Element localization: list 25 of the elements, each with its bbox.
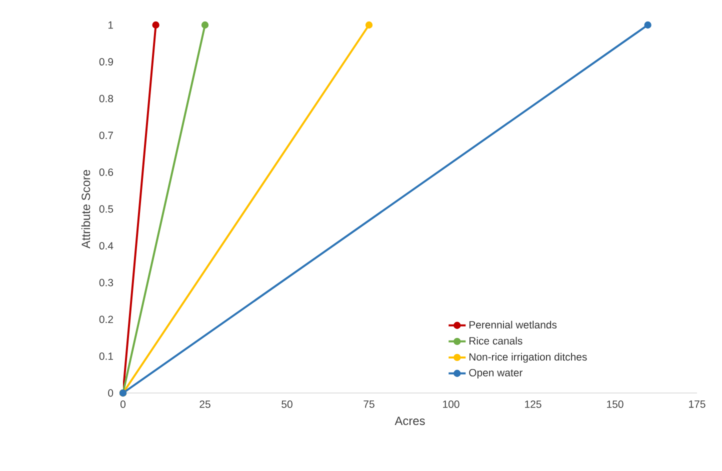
x-tick-label: 175 xyxy=(689,400,706,408)
y-tick-label: 0.2 xyxy=(99,316,113,324)
y-tick-label: 0.3 xyxy=(99,278,114,286)
x-axis-title: Acres xyxy=(394,416,425,426)
y-tick-label: 0.5 xyxy=(99,205,114,213)
x-tick-label: 125 xyxy=(525,400,542,408)
x-tick-label: 25 xyxy=(200,400,210,408)
legend-label: Perennial wetlands xyxy=(469,320,557,329)
y-tick-label: 0.6 xyxy=(99,168,114,176)
y-tick-label: 0.4 xyxy=(99,242,114,250)
x-tick-label: 150 xyxy=(607,400,624,408)
y-tick-label: 0.7 xyxy=(99,132,113,140)
x-tick-label: 0 xyxy=(120,400,126,408)
legend-label: Non-rice irrigation ditches xyxy=(469,352,587,363)
legend-label: Open water xyxy=(469,368,523,378)
y-tick-label: 1 xyxy=(108,21,113,29)
y-axis-title: Attribute Score xyxy=(81,170,90,249)
y-tick-label: 0.1 xyxy=(99,352,113,360)
y-tick-label: 0.8 xyxy=(99,94,114,102)
y-tick-label: 0 xyxy=(108,389,114,397)
x-tick-label: 50 xyxy=(282,400,292,408)
y-tick-label: 0.9 xyxy=(99,58,113,66)
legend-label: Rice canals xyxy=(469,336,522,345)
x-tick-label: 100 xyxy=(443,400,460,408)
x-tick-label: 75 xyxy=(364,400,374,408)
